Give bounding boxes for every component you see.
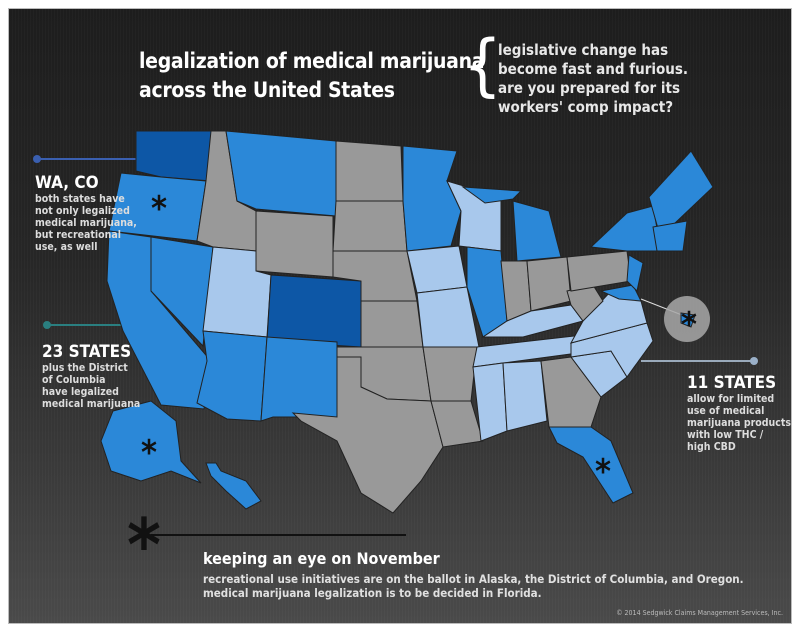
legend-23-states: 23 STATES plus the District of Columbia … — [42, 342, 140, 410]
copyright: © 2014 Sedgwick Claims Management Servic… — [616, 609, 783, 617]
asterisk-florida: * — [595, 452, 611, 492]
wa-co-dot — [33, 155, 41, 163]
title-line-2: across the United States — [139, 78, 395, 102]
subtitle-line: workers' comp impact? — [498, 98, 674, 116]
subtitle-line: legislative change has — [498, 41, 669, 59]
state-new-england-south — [652, 220, 688, 252]
legend-line: use of medical — [687, 405, 765, 417]
state-la — [430, 400, 484, 448]
legend-heading: WA, CO — [35, 173, 99, 193]
subtitle: legislative change has become fast and f… — [498, 41, 688, 117]
state-mt — [225, 130, 337, 217]
state-mi — [512, 200, 562, 262]
state-co — [266, 274, 362, 348]
state-va — [570, 290, 648, 344]
state-ks — [360, 300, 424, 348]
state-pa — [566, 250, 632, 292]
legend-line: plus the District — [42, 362, 128, 374]
november-asterisk-icon: * — [127, 503, 161, 587]
brace: { — [463, 26, 502, 105]
state-nv — [150, 236, 214, 348]
legend-wa-co: WA, CO both states have not only legaliz… — [35, 173, 137, 253]
legend-line: of Columbia — [42, 374, 106, 386]
asterisk-alaska: * — [141, 433, 157, 473]
legend-line: with low THC / — [687, 429, 764, 441]
state-sd — [332, 200, 408, 252]
legend-11-states: 11 STATES allow for limited use of medic… — [687, 373, 791, 453]
state-ny — [589, 205, 662, 252]
state-nd — [335, 140, 404, 202]
november-line: medical marijuana legalization is to be … — [203, 586, 542, 600]
state-ia — [406, 245, 468, 294]
state-nm — [260, 336, 338, 422]
state-mi-up — [461, 186, 523, 204]
state-mn — [402, 145, 462, 252]
legend-line: marijuana products — [687, 417, 791, 429]
infographic: * * * * legalization of medical marijuan… — [8, 8, 792, 624]
state-ga — [540, 356, 602, 428]
asterisk-dc: * — [681, 305, 697, 345]
subtitle-line: become fast and furious. — [498, 60, 689, 78]
legend-heading: 11 STATES — [687, 373, 777, 393]
legend-line: high CBD — [687, 441, 736, 453]
legend-line: use, as well — [35, 241, 98, 253]
state-tx — [291, 356, 444, 514]
us-map — [33, 130, 758, 536]
legend-heading: 23 STATES — [42, 342, 132, 362]
november-heading: keeping an eye on November — [203, 549, 440, 568]
state-fl — [548, 426, 634, 504]
state-al — [502, 360, 548, 432]
legend-line: not only legalized — [35, 205, 130, 217]
dc-inset — [680, 312, 696, 328]
state-ak — [100, 400, 202, 484]
state-oh — [526, 256, 572, 312]
state-az — [196, 330, 268, 422]
state-hi — [205, 462, 262, 510]
state-md-de — [599, 284, 642, 302]
page-title: legalization of medical marijuana across… — [139, 47, 485, 105]
november-line: recreational use initiatives are on the … — [203, 572, 744, 586]
11-states-dot — [750, 357, 758, 365]
state-nj — [626, 254, 644, 293]
legend-line: have legalized — [42, 386, 119, 398]
legend-line: but recreational — [35, 229, 121, 241]
title-line-1: legalization of medical marijuana — [139, 49, 485, 73]
legend-line: allow for limited — [687, 393, 775, 405]
subtitle-line: are you prepared for its — [498, 79, 680, 97]
legend-line: medical marijuana — [42, 398, 141, 410]
legend-line: medical marijuana, — [35, 217, 137, 229]
state-ar — [422, 346, 478, 402]
state-wa — [135, 130, 212, 182]
asterisk-oregon: * — [151, 189, 167, 229]
23-states-dot — [43, 321, 51, 329]
legend-line: both states have — [35, 193, 125, 205]
state-wy — [255, 210, 334, 278]
november-note: keeping an eye on November recreational … — [203, 549, 744, 600]
